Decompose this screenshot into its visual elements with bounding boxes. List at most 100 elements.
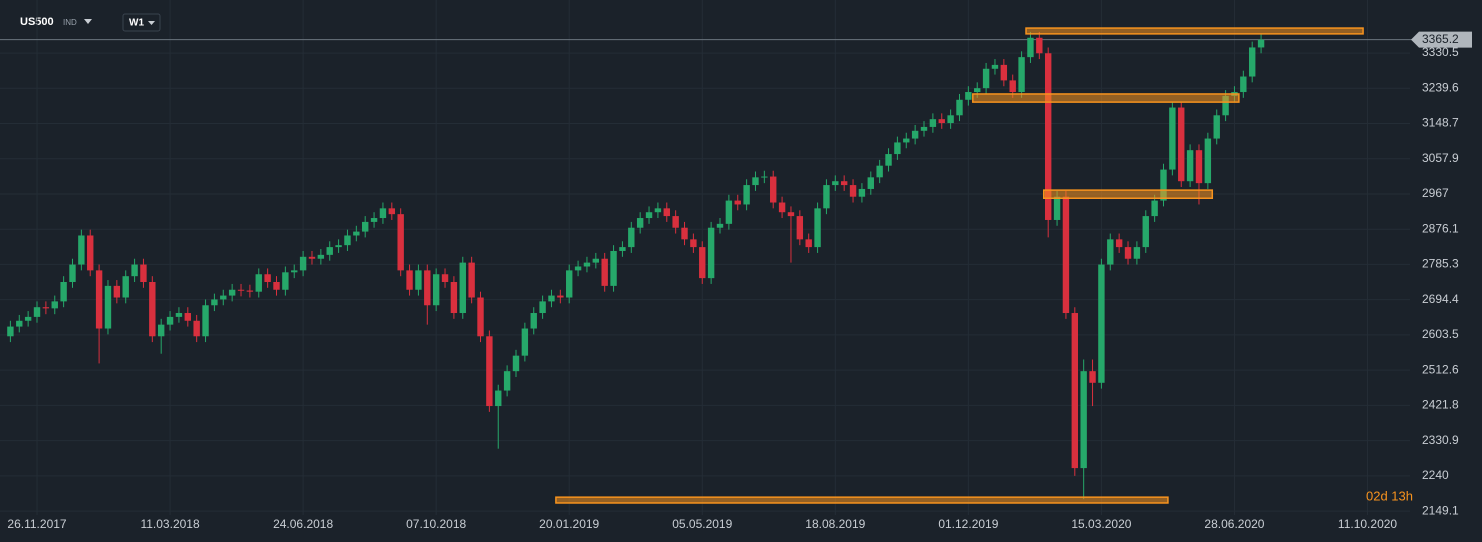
candle-body <box>317 254 325 259</box>
candle-body <box>1133 247 1141 259</box>
candle-body <box>956 99 963 116</box>
candle-body <box>991 64 999 69</box>
timeframe-dropdown[interactable] <box>148 21 155 25</box>
candle-body <box>291 270 298 273</box>
candle-body <box>823 185 830 209</box>
candle-body <box>1080 371 1087 469</box>
y-tick-label: 2876.1 <box>1422 221 1459 235</box>
candle-body <box>1222 95 1229 116</box>
y-tick-label: 3148.7 <box>1422 116 1459 130</box>
x-tick-label: 11.10.2020 <box>1338 517 1397 531</box>
candle-body <box>1107 239 1114 265</box>
candle-body <box>432 274 440 306</box>
candle-body <box>503 371 511 391</box>
x-tick-label: 05.05.2019 <box>672 517 732 531</box>
candle-body <box>202 305 209 337</box>
x-tick-label: 24.06.2018 <box>273 517 333 531</box>
candle-body <box>1204 138 1212 184</box>
countdown: 02d 13h <box>1366 488 1413 503</box>
candle-body <box>725 200 733 224</box>
candle-body <box>548 295 555 302</box>
candle-body <box>468 262 475 298</box>
candle-body <box>69 264 76 282</box>
candle-body <box>1000 64 1008 81</box>
x-tick-label: 18.08.2019 <box>805 517 865 531</box>
price-zone <box>555 496 1169 504</box>
timeframe-box[interactable] <box>122 13 161 32</box>
candle-body <box>867 177 874 189</box>
symbol-dropdown[interactable] <box>84 19 92 24</box>
candle-body <box>832 181 839 186</box>
candle-body <box>95 270 103 329</box>
candle-body <box>299 256 307 271</box>
candle-body <box>911 130 919 139</box>
candle-body <box>42 307 50 309</box>
candle-body <box>362 221 369 232</box>
price-zone <box>1025 27 1364 35</box>
candle-body <box>858 188 866 197</box>
candle-body <box>1160 169 1167 201</box>
candle-body <box>654 208 662 213</box>
candle-body <box>211 299 218 306</box>
candle-body <box>636 218 644 228</box>
candle-body <box>353 231 360 236</box>
candle-body <box>1062 196 1070 314</box>
instrument-type: IND <box>63 18 77 27</box>
candle-body <box>140 264 147 282</box>
candle-body <box>1089 371 1096 383</box>
y-tick-label: 3057.9 <box>1422 151 1459 165</box>
candle-body <box>1053 196 1061 220</box>
candle-body <box>1178 107 1185 182</box>
candle-body <box>1018 57 1025 93</box>
candle-body <box>796 216 804 240</box>
candle-body <box>965 92 972 100</box>
candle-body <box>876 165 883 178</box>
candle-body <box>530 313 537 329</box>
y-tick-label: 2149.1 <box>1422 503 1459 517</box>
y-tick-label: 2603.5 <box>1422 327 1459 341</box>
y-tick-label: 3330.5 <box>1422 45 1459 59</box>
candle-body <box>938 119 945 124</box>
candle-body <box>628 227 635 248</box>
candle-body <box>157 324 165 337</box>
candle-body <box>24 316 32 321</box>
candle-body <box>1257 39 1265 48</box>
candle-body <box>734 200 741 205</box>
candle-body <box>681 227 688 240</box>
candle-body <box>1027 37 1034 58</box>
candle-body <box>388 208 396 215</box>
candle-body <box>406 270 413 290</box>
candle-body <box>33 307 41 317</box>
candle-body <box>583 262 591 267</box>
candle-body <box>166 316 174 325</box>
candle-body <box>308 256 316 259</box>
y-tick-label: 2694.4 <box>1422 292 1459 306</box>
candle-body <box>974 88 981 93</box>
candle-body <box>175 313 183 317</box>
candle-body <box>840 181 848 186</box>
candle-body <box>663 208 670 217</box>
candle-body <box>787 212 795 217</box>
timeframe[interactable]: W1 <box>129 18 144 29</box>
candle-body <box>1195 150 1203 184</box>
price-zone <box>1043 189 1214 200</box>
candle-body <box>7 326 14 337</box>
candle-body <box>770 176 777 203</box>
candle-body <box>104 285 112 329</box>
candle-body <box>512 355 520 372</box>
candle-body <box>326 247 333 255</box>
candle-body <box>237 289 245 291</box>
candle-body <box>486 336 493 407</box>
candle-body <box>1098 264 1105 383</box>
y-tick-label: 2330.9 <box>1422 433 1459 447</box>
candle-body <box>16 320 23 327</box>
candle-body <box>539 301 546 314</box>
candle-body <box>592 258 600 263</box>
candle-body <box>122 276 129 298</box>
x-tick-label: 07.10.2018 <box>406 517 466 531</box>
candle-body <box>521 328 529 356</box>
candle-body <box>690 239 697 248</box>
candle-body <box>193 320 200 337</box>
x-tick-label: 26.11.2017 <box>7 517 66 531</box>
candle-body <box>477 297 484 337</box>
